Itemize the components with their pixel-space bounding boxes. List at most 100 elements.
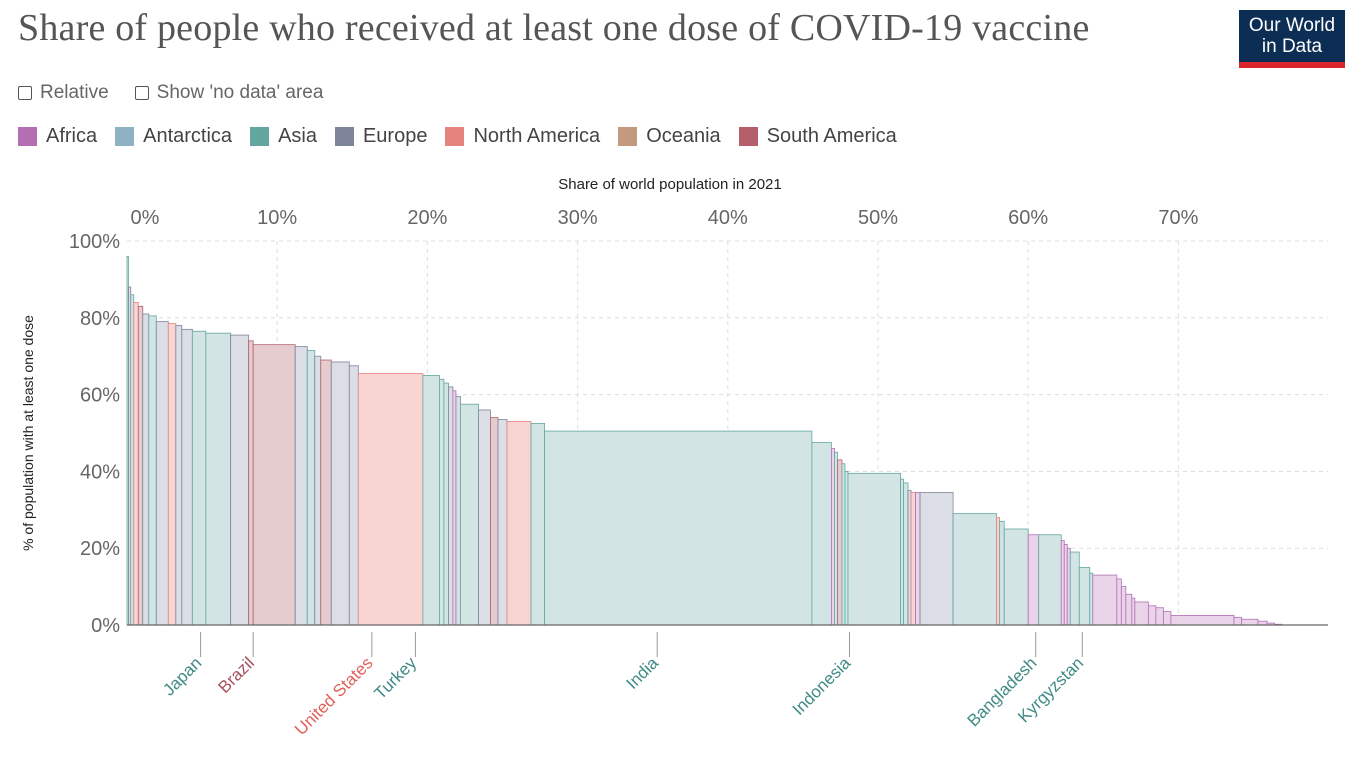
country-bar[interactable] <box>999 520 1005 626</box>
country-bar[interactable] <box>919 492 954 626</box>
country-bar[interactable] <box>205 332 232 626</box>
country-bar[interactable] <box>348 365 359 626</box>
relative-checkbox[interactable] <box>18 86 32 100</box>
country-bar[interactable] <box>910 492 916 626</box>
legend-item-asia[interactable]: Asia <box>250 125 317 148</box>
country-bar[interactable] <box>460 403 479 626</box>
country-bar[interactable] <box>1003 528 1029 626</box>
country-bar[interactable] <box>448 386 454 626</box>
country-bar[interactable] <box>357 373 424 626</box>
country-bar[interactable] <box>314 355 322 626</box>
owid-logo[interactable]: Our World in Data <box>1239 10 1345 68</box>
country-bar[interactable] <box>811 442 832 626</box>
legend-item-oceania[interactable]: Oceania <box>618 125 721 148</box>
no-data-toggle[interactable]: Show 'no data' area <box>134 82 324 104</box>
country-bar[interactable] <box>1155 607 1164 626</box>
country-bar[interactable] <box>841 463 846 626</box>
country-bar[interactable] <box>1162 611 1172 626</box>
country-bar[interactable] <box>915 492 921 626</box>
country-bar[interactable] <box>831 447 835 626</box>
country-annotation[interactable]: Indonesia <box>789 653 855 719</box>
legend-item-south-america[interactable]: South America <box>738 125 897 148</box>
country-bar[interactable] <box>422 374 440 626</box>
legend-swatch <box>334 127 354 146</box>
country-annotation[interactable]: United States <box>291 653 377 739</box>
no-data-checkbox[interactable] <box>134 86 149 100</box>
country-bar[interactable] <box>320 359 332 626</box>
country-bar[interactable] <box>952 513 998 626</box>
country-bar[interactable] <box>181 328 193 626</box>
y-tick-label: 0% <box>91 615 120 637</box>
country-bar[interactable] <box>1089 572 1094 626</box>
country-annotation[interactable]: India <box>623 653 663 693</box>
country-bar[interactable] <box>1131 597 1136 626</box>
no-data-label: Show 'no data' area <box>156 82 324 103</box>
x-tick-label: 0% <box>131 207 160 229</box>
country-bar[interactable] <box>248 340 254 626</box>
country-bar[interactable] <box>306 350 316 626</box>
country-bar[interactable] <box>1038 534 1062 626</box>
country-bar[interactable] <box>252 344 296 626</box>
country-bar[interactable] <box>844 470 849 626</box>
country-bar[interactable] <box>1120 586 1127 626</box>
y-tick-label: 100% <box>69 231 120 253</box>
country-bar[interactable] <box>452 390 457 626</box>
legend-swatch <box>115 127 135 146</box>
legend-item-antarctica[interactable]: Antarctica <box>115 125 232 148</box>
legend-swatch <box>618 127 638 146</box>
country-bar[interactable] <box>847 472 901 626</box>
country-bar[interactable] <box>294 346 308 626</box>
country-bar[interactable] <box>330 361 350 626</box>
country-bar[interactable] <box>1066 547 1071 626</box>
country-bar[interactable] <box>1134 601 1149 626</box>
country-bar[interactable] <box>490 417 499 626</box>
country-bar[interactable] <box>142 313 150 626</box>
country-bar[interactable] <box>1027 534 1040 626</box>
country-bar[interactable] <box>497 419 508 626</box>
country-bar[interactable] <box>137 305 144 626</box>
country-annotation[interactable]: Japan <box>159 653 205 699</box>
country-bar[interactable] <box>1092 574 1118 626</box>
country-bar[interactable] <box>530 422 545 626</box>
country-annotation[interactable]: Brazil <box>214 653 257 696</box>
country-bar[interactable] <box>155 321 169 626</box>
country-bar[interactable] <box>130 294 135 626</box>
country-bar[interactable] <box>443 382 449 626</box>
y-tick-label: 20% <box>80 538 120 560</box>
country-bar[interactable] <box>1069 551 1080 626</box>
country-bar[interactable] <box>478 409 491 626</box>
country-bar[interactable] <box>133 302 139 626</box>
country-bar[interactable] <box>907 490 912 626</box>
legend-item-africa[interactable]: Africa <box>18 125 97 148</box>
country-bar[interactable] <box>455 396 461 626</box>
country-bar[interactable] <box>1063 543 1068 626</box>
country-bar[interactable] <box>834 451 838 626</box>
country-bar[interactable] <box>1125 593 1133 626</box>
country-bar[interactable] <box>1233 616 1242 626</box>
country-bar[interactable] <box>1060 540 1065 626</box>
country-bar[interactable] <box>996 517 1001 626</box>
legend-swatch <box>250 127 270 146</box>
country-bar[interactable] <box>900 478 904 626</box>
country-bar[interactable] <box>506 421 532 626</box>
country-bar[interactable] <box>148 315 157 626</box>
country-bar[interactable] <box>1078 567 1091 626</box>
country-bar[interactable] <box>167 323 177 626</box>
country-bar[interactable] <box>1116 578 1122 626</box>
relative-label: Relative <box>40 82 109 103</box>
relative-toggle[interactable]: Relative <box>18 82 109 104</box>
country-bar[interactable] <box>1241 618 1259 626</box>
country-bar[interactable] <box>1170 615 1235 626</box>
country-annotation[interactable]: Turkey <box>370 653 420 703</box>
country-bar[interactable] <box>1147 605 1157 626</box>
country-bar[interactable] <box>544 430 813 626</box>
country-bar[interactable] <box>439 378 445 626</box>
country-bar[interactable] <box>230 334 250 626</box>
legend-item-north-america[interactable]: North America <box>445 125 600 148</box>
country-bar[interactable] <box>175 325 183 626</box>
country-bar[interactable] <box>903 482 909 626</box>
country-bar[interactable] <box>837 459 843 626</box>
legend-item-europe[interactable]: Europe <box>334 125 427 148</box>
country-bar[interactable] <box>191 330 207 626</box>
